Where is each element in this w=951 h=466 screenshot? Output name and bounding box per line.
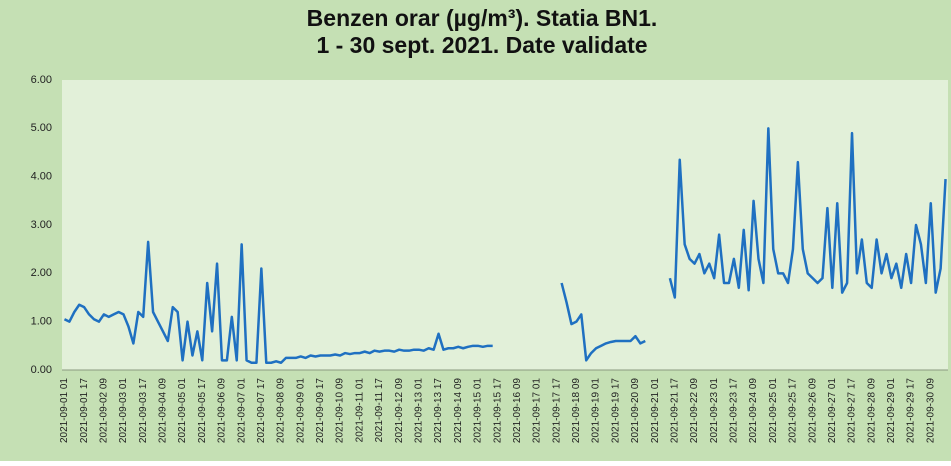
x-tick-label: 2021-09-23 01 [709, 378, 720, 443]
x-tick-label: 2021-09-27 01 [827, 378, 838, 443]
x-tick-label: 2021-09-29 01 [886, 378, 897, 443]
x-tick-label: 2021-09-17 17 [551, 378, 562, 443]
x-tick-label: 2021-09-05 01 [177, 378, 188, 443]
x-tick-label: 2021-09-29 17 [906, 378, 917, 443]
y-tick-label: 2.00 [31, 267, 52, 279]
y-tick-label: 0.00 [31, 364, 52, 376]
plot-area [62, 80, 948, 370]
x-tick-label: 2021-09-21 17 [669, 378, 680, 443]
x-tick-label: 2021-09-06 09 [217, 378, 228, 443]
x-tick-label: 2021-09-09 01 [295, 378, 306, 443]
x-tick-label: 2021-09-24 09 [748, 378, 759, 443]
x-tick-label: 2021-09-25 01 [768, 378, 779, 443]
x-tick-label: 2021-09-04 09 [158, 378, 169, 443]
x-tick-label: 2021-09-03 01 [118, 378, 129, 443]
x-tick-label: 2021-09-05 17 [197, 378, 208, 443]
x-tick-label: 2021-09-27 17 [847, 378, 858, 443]
x-tick-label: 2021-09-17 01 [532, 378, 543, 443]
x-tick-label: 2021-09-15 17 [492, 378, 503, 443]
x-tick-label: 2021-09-20 09 [630, 378, 641, 443]
x-tick-label: 2021-09-19 17 [610, 378, 621, 443]
y-tick-label: 4.00 [31, 171, 52, 183]
x-tick-label: 2021-09-02 09 [98, 378, 109, 443]
x-tick-label: 2021-09-07 17 [256, 378, 267, 443]
y-tick-label: 3.00 [31, 219, 52, 231]
x-tick-label: 2021-09-08 09 [276, 378, 287, 443]
x-tick-label: 2021-09-12 09 [394, 378, 405, 443]
y-tick-label: 5.00 [31, 122, 52, 134]
x-tick-label: 2021-09-10 09 [335, 378, 346, 443]
x-tick-label: 2021-09-25 17 [788, 378, 799, 443]
x-tick-label: 2021-09-13 01 [414, 378, 425, 443]
chart-title: 1 - 30 sept. 2021. Date validate [316, 32, 647, 58]
chart-title: Benzen orar (µg/m³). Statia BN1. [307, 5, 658, 31]
x-tick-label: 2021-09-13 17 [433, 378, 444, 443]
x-tick-label: 2021-09-14 09 [453, 378, 464, 443]
x-tick-label: 2021-09-16 09 [512, 378, 523, 443]
x-tick-label: 2021-09-01 01 [59, 378, 70, 443]
x-tick-label: 2021-09-26 09 [807, 378, 818, 443]
x-tick-label: 2021-09-03 17 [138, 378, 149, 443]
x-tick-label: 2021-09-19 01 [591, 378, 602, 443]
x-tick-label: 2021-09-18 09 [571, 378, 582, 443]
y-tick-label: 1.00 [31, 316, 52, 328]
y-tick-label: 6.00 [31, 74, 52, 86]
x-tick-label: 2021-09-22 09 [689, 378, 700, 443]
x-tick-label: 2021-09-01 17 [79, 378, 90, 443]
x-tick-label: 2021-09-21 01 [650, 378, 661, 443]
x-tick-label: 2021-09-28 09 [866, 378, 877, 443]
x-tick-label: 2021-09-11 17 [374, 378, 385, 443]
data-line [63, 127, 947, 364]
x-tick-label: 2021-09-11 01 [354, 378, 365, 443]
x-tick-label: 2021-09-15 01 [473, 378, 484, 443]
x-tick-label: 2021-09-09 17 [315, 378, 326, 443]
x-tick-label: 2021-09-07 01 [236, 378, 247, 443]
x-tick-label: 2021-09-23 17 [729, 378, 740, 443]
x-tick-label: 2021-09-30 09 [925, 378, 936, 443]
